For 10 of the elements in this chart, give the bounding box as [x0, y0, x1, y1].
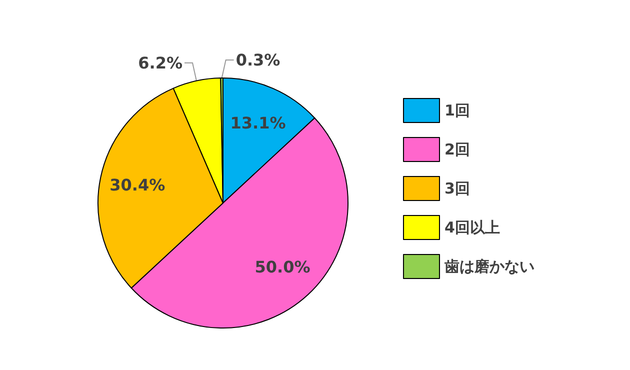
- legend-label: 2回: [444, 140, 470, 158]
- data-label: 30.4%: [110, 175, 166, 194]
- data-label: 0.3%: [236, 50, 280, 70]
- data-label: 13.1%: [230, 113, 286, 132]
- legend-label: 1回: [444, 102, 470, 120]
- legend-label: 3回: [444, 180, 470, 198]
- legend-label: 歯は磨かない: [444, 258, 534, 276]
- data-label: 6.2%: [138, 53, 182, 72]
- data-label: 50.0%: [254, 258, 310, 277]
- legend-label: 4回以上: [444, 218, 500, 236]
